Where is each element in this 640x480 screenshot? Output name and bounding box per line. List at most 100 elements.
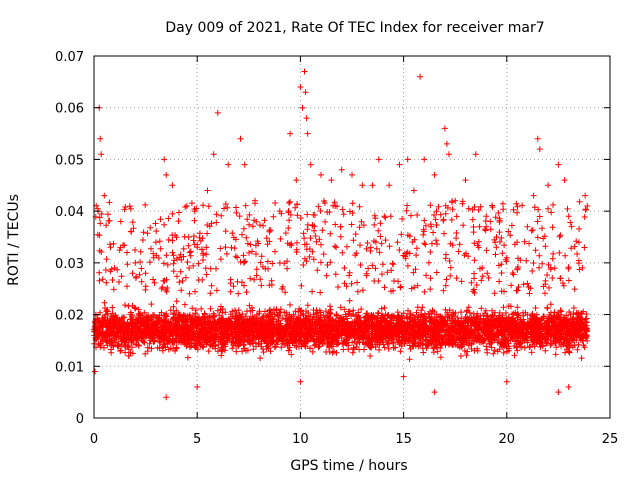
data-point [292,204,299,211]
data-point [170,303,177,310]
data-point [376,249,383,256]
data-point [260,222,267,229]
data-point [412,266,419,273]
data-point [583,315,590,322]
data-point [96,277,103,284]
data-point [529,227,536,233]
data-point [490,317,497,324]
data-point [532,247,539,254]
data-point [388,267,395,274]
data-point [430,229,437,236]
data-point [214,307,221,314]
data-point [377,220,384,227]
data-point [287,301,293,308]
data-point [108,349,115,356]
data-point [233,204,239,211]
data-point [285,347,292,354]
data-point [324,262,331,268]
data-point [263,346,270,352]
data-point [108,266,115,273]
data-point [326,348,333,355]
data-point [103,256,110,263]
data-point [375,227,382,234]
data-point [471,240,478,247]
data-point [250,346,257,353]
data-point [258,343,265,350]
data-point [333,244,340,251]
data-point [447,272,454,279]
data-point [421,288,428,295]
data-point [458,309,464,316]
data-point [186,290,193,297]
data-point [539,225,545,232]
data-point [132,247,138,253]
data-point [294,239,300,246]
data-point [228,244,235,251]
data-point [406,342,413,349]
data-point [213,287,220,294]
data-point [257,355,264,362]
data-point [419,304,426,311]
data-point [495,210,502,216]
data-point [142,201,149,208]
data-point [282,289,289,296]
data-point [217,245,224,252]
data-point [176,254,183,261]
data-point [219,306,226,312]
data-point [304,302,311,309]
data-point [173,344,180,351]
data-point [179,277,186,284]
data-point [520,324,526,331]
data-point [459,198,466,205]
data-point [374,309,381,316]
data-point [141,309,148,316]
data-point [427,275,434,282]
data-point [97,342,104,349]
data-point [254,238,261,245]
data-point [303,246,310,253]
data-point [286,199,292,206]
data-point [157,216,164,223]
data-point [374,341,381,348]
data-point [294,212,301,219]
data-point [566,309,573,315]
data-point [542,290,548,297]
data-point [261,217,268,224]
data-point [505,228,512,235]
data-point [574,251,581,257]
data-point [431,212,438,218]
data-point [156,238,163,245]
data-point [313,238,320,245]
data-point [322,218,329,225]
data-point [192,307,199,314]
data-point [328,343,335,350]
data-point [510,271,517,278]
data-point [532,305,539,311]
data-point [346,272,353,279]
data-point [106,217,113,224]
data-point [322,329,328,336]
data-point [437,354,444,361]
data-point [491,290,498,297]
data-point [129,270,136,277]
data-point [253,251,259,257]
data-point [364,240,371,246]
data-point [165,236,172,243]
data-point [319,227,326,234]
data-point [427,286,434,293]
data-point [257,276,264,283]
data-point [171,339,178,346]
data-point [526,290,533,297]
data-point [284,265,291,272]
data-point [479,264,486,271]
data-point [332,271,339,278]
data-point [357,242,363,249]
data-point [152,220,159,227]
data-point [523,257,530,264]
data-point [363,270,370,277]
data-point [243,234,250,241]
data-point [399,215,406,222]
data-point [258,253,265,260]
data-point [475,207,482,213]
data-point [521,238,528,245]
